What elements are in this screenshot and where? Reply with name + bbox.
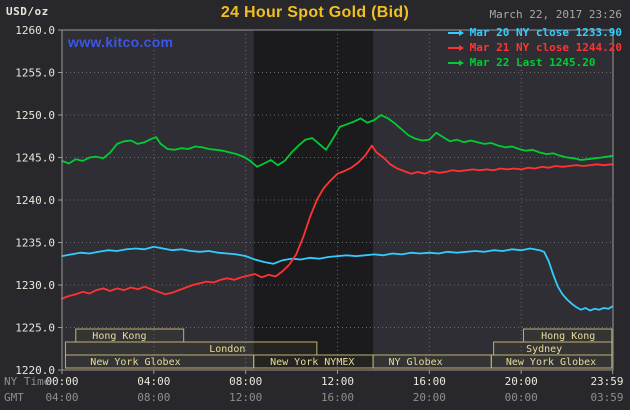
- legend: Mar 20 NY close 1233.90 Mar 21 NY close …: [447, 26, 622, 69]
- session-label: New York Globex: [506, 357, 596, 368]
- y-tick-label: 1260.0: [15, 24, 55, 37]
- x-tick-label-ny: 04:00: [137, 375, 170, 388]
- x-tick-label-ny: 00:00: [45, 375, 78, 388]
- y-tick-label: 1220.0: [15, 364, 55, 377]
- series-line-mar20: [61, 245, 614, 312]
- x-tick-label-ny: 08:00: [229, 375, 262, 388]
- chart-datetime: March 22, 2017 23:26: [489, 8, 622, 21]
- legend-label: Mar 21 NY close 1244.20: [469, 41, 622, 54]
- page-title: 24 Hour Spot Gold (Bid): [220, 4, 410, 21]
- x-tick-label-gmt: 20:00: [413, 391, 446, 404]
- y-tick-label: 1235.0: [15, 237, 55, 250]
- session-label: New York Globex: [90, 357, 180, 368]
- x-tick-label-ny: 20:00: [505, 375, 538, 388]
- gmt-axis-label: GMT: [4, 391, 24, 404]
- session-label: London: [209, 344, 245, 355]
- session-label: New York NYMEX: [270, 357, 354, 368]
- x-tick-label-gmt: 08:00: [137, 391, 170, 404]
- x-tick-label-gmt: 12:00: [229, 391, 262, 404]
- legend-label: Mar 22 Last 1245.20: [469, 56, 596, 69]
- session-label: Hong Kong: [92, 331, 146, 342]
- y-tick-label: 1230.0: [15, 279, 55, 292]
- y-tick-label: 1245.0: [15, 152, 55, 165]
- session-box: [64, 341, 318, 356]
- y-tick-label: 1240.0: [15, 194, 55, 207]
- x-tick-label-gmt: 16:00: [321, 391, 354, 404]
- legend-item-mar20: Mar 20 NY close 1233.90: [447, 26, 622, 39]
- y-axis-unit-label: USD/oz: [6, 5, 49, 18]
- legend-marker-icon: [447, 59, 464, 66]
- series-line-mar22: [61, 114, 614, 168]
- legend-item-mar21: Mar 21 NY close 1244.20: [447, 41, 622, 54]
- legend-marker-icon: [447, 44, 464, 51]
- y-tick-label: 1250.0: [15, 109, 55, 122]
- y-tick-label: 1225.0: [15, 322, 55, 335]
- ny-time-axis-label: NY Time: [4, 375, 50, 388]
- legend-item-mar22: Mar 22 Last 1245.20: [447, 56, 622, 69]
- x-tick-label-ny: 12:00: [321, 375, 354, 388]
- session-label: NY Globex: [388, 357, 442, 368]
- x-tick-label-ny: 16:00: [413, 375, 446, 388]
- session-box: [490, 354, 613, 369]
- legend-marker-icon: [447, 29, 464, 36]
- x-tick-label-gmt: 03:59: [590, 391, 623, 404]
- series-line-mar21: [61, 144, 614, 300]
- x-tick-label-gmt: 04:00: [45, 391, 78, 404]
- nymex-session-band: [253, 30, 374, 370]
- kitco-watermark-link[interactable]: www.kitco.com: [68, 34, 174, 50]
- x-tick-label-gmt: 00:00: [505, 391, 538, 404]
- session-label: Sydney: [526, 344, 562, 355]
- x-tick-label-ny: 23:59: [590, 375, 623, 388]
- legend-label: Mar 20 NY close 1233.90: [469, 26, 622, 39]
- session-label: Hong Kong: [541, 331, 595, 342]
- y-tick-label: 1255.0: [15, 67, 55, 80]
